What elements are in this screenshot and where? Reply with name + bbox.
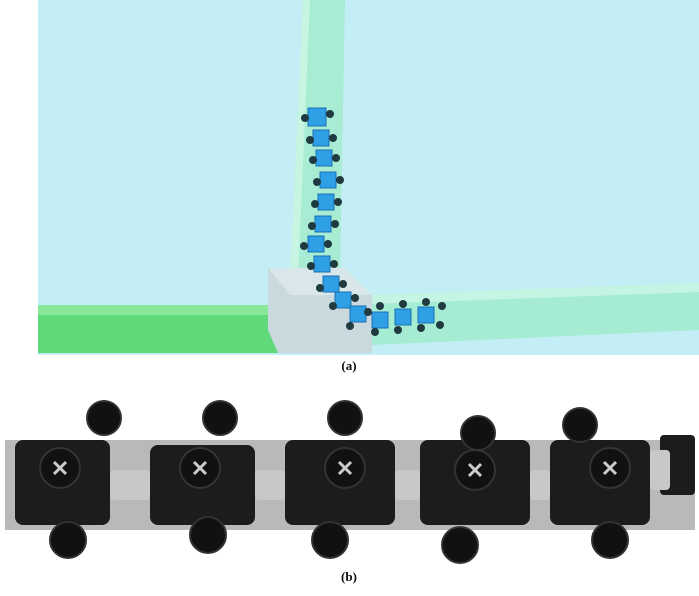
- figure: (a) (b): [0, 0, 699, 596]
- caption: (b): [341, 569, 357, 584]
- caption: (a): [341, 358, 356, 373]
- robot-photo: [5, 401, 695, 563]
- simulation-panel: [38, 0, 699, 355]
